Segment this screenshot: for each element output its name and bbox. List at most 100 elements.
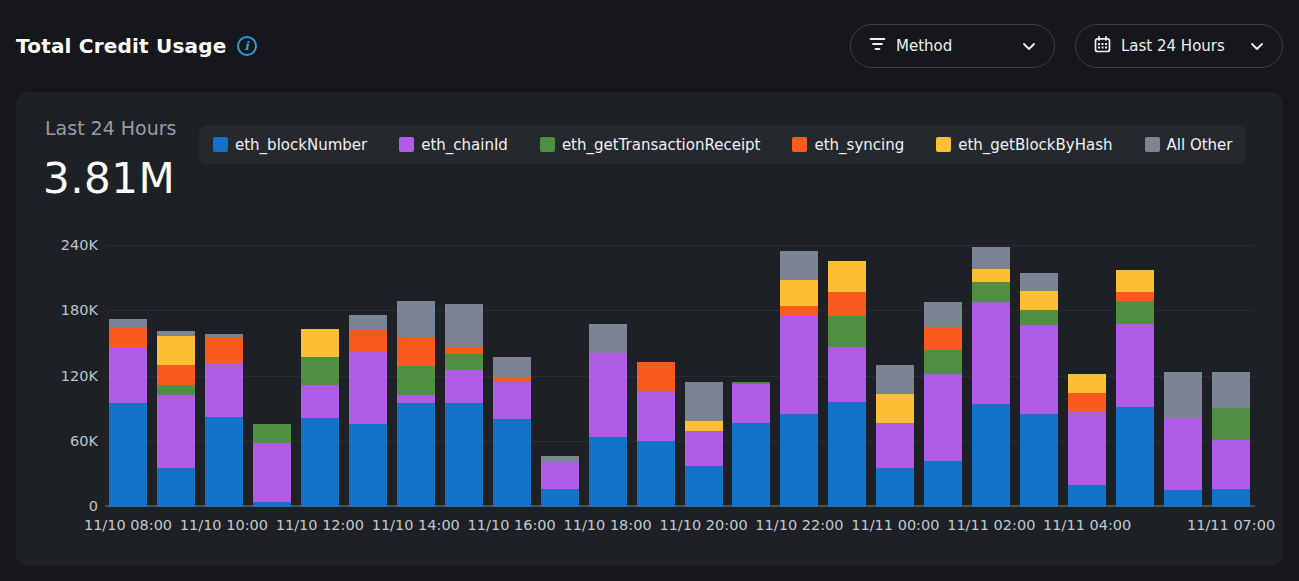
bar-segment-eth-blocknumber[interactable] [1020, 414, 1058, 508]
bar-11-11-01-00[interactable] [924, 302, 962, 507]
bar-segment-eth-syncing[interactable] [1116, 292, 1154, 301]
bar-segment-eth-gettransactionreceipt[interactable] [253, 424, 291, 443]
bar-segment-all-other[interactable] [445, 304, 483, 348]
bar-11-10-17-00[interactable] [541, 456, 579, 507]
bar-11-11-00-00[interactable] [876, 365, 914, 507]
bar-11-10-20-00[interactable] [685, 382, 723, 507]
bar-11-10-19-00[interactable] [637, 362, 675, 507]
legend-item-eth-blocknumber[interactable]: eth_blockNumber [213, 136, 367, 154]
bar-segment-eth-syncing[interactable] [1068, 393, 1106, 412]
bar-segment-eth-gettransactionreceipt[interactable] [157, 385, 195, 395]
time-range-button[interactable]: Last 24 Hours [1075, 24, 1283, 68]
bar-11-11-07-00[interactable] [1212, 372, 1250, 507]
legend-item-all-other[interactable]: All Other [1145, 136, 1233, 154]
bar-segment-eth-blocknumber[interactable] [1164, 490, 1202, 507]
bar-segment-eth-blocknumber[interactable] [109, 403, 147, 507]
bar-segment-eth-blocknumber[interactable] [1212, 489, 1250, 508]
bar-segment-all-other[interactable] [493, 357, 531, 378]
bar-segment-eth-chainid[interactable] [589, 353, 627, 438]
bar-segment-eth-chainid[interactable] [876, 423, 914, 468]
bar-segment-eth-gettransactionreceipt[interactable] [1020, 310, 1058, 325]
bar-segment-eth-blocknumber[interactable] [637, 441, 675, 507]
bar-segment-eth-gettransactionreceipt[interactable] [445, 354, 483, 370]
bar-segment-eth-blocknumber[interactable] [445, 403, 483, 507]
bar-segment-eth-chainid[interactable] [637, 391, 675, 441]
bar-segment-eth-chainid[interactable] [397, 395, 435, 403]
bar-segment-eth-chainid[interactable] [972, 302, 1010, 404]
bar-11-10-11-00[interactable] [253, 424, 291, 507]
bar-segment-eth-getblockbyhash[interactable] [876, 394, 914, 423]
bar-segment-eth-chainid[interactable] [1212, 440, 1250, 489]
bar-11-10-08-00[interactable] [109, 319, 147, 507]
bar-11-10-09-00[interactable] [157, 331, 195, 507]
bar-segment-eth-chainid[interactable] [205, 363, 243, 416]
bar-11-11-04-00[interactable] [1068, 374, 1106, 507]
bar-segment-eth-blocknumber[interactable] [685, 466, 723, 507]
bar-segment-all-other[interactable] [924, 302, 962, 327]
bar-segment-eth-chainid[interactable] [1116, 324, 1154, 407]
bar-segment-eth-getblockbyhash[interactable] [1020, 291, 1058, 311]
bar-segment-eth-blocknumber[interactable] [589, 437, 627, 507]
bar-segment-eth-getblockbyhash[interactable] [1116, 270, 1154, 292]
bar-segment-eth-getblockbyhash[interactable] [780, 280, 818, 306]
bar-segment-eth-chainid[interactable] [493, 382, 531, 419]
bar-segment-all-other[interactable] [1020, 273, 1058, 290]
bar-segment-eth-blocknumber[interactable] [972, 404, 1010, 507]
legend-item-eth-getblockbyhash[interactable]: eth_getBlockByHash [936, 136, 1112, 154]
bar-segment-eth-chainid[interactable] [924, 374, 962, 461]
bar-segment-eth-getblockbyhash[interactable] [301, 329, 339, 357]
bar-segment-eth-blocknumber[interactable] [541, 489, 579, 508]
bar-segment-eth-chainid[interactable] [685, 431, 723, 466]
bar-segment-eth-blocknumber[interactable] [397, 403, 435, 507]
bar-segment-eth-chainid[interactable] [541, 462, 579, 488]
bar-11-10-22-00[interactable] [780, 251, 818, 507]
legend-item-eth-syncing[interactable]: eth_syncing [792, 136, 904, 154]
bar-segment-eth-blocknumber[interactable] [1068, 485, 1106, 507]
bar-11-10-15-00[interactable] [445, 304, 483, 507]
bar-segment-eth-blocknumber[interactable] [493, 419, 531, 507]
bar-11-11-03-00[interactable] [1020, 273, 1058, 507]
bar-segment-eth-chainid[interactable] [157, 395, 195, 468]
bar-segment-all-other[interactable] [589, 324, 627, 352]
bar-segment-all-other[interactable] [780, 251, 818, 279]
bar-segment-eth-gettransactionreceipt[interactable] [1212, 408, 1250, 440]
bar-segment-all-other[interactable] [972, 247, 1010, 269]
bar-segment-eth-syncing[interactable] [109, 328, 147, 349]
bar-segment-eth-blocknumber[interactable] [349, 424, 387, 507]
bar-segment-eth-blocknumber[interactable] [732, 423, 770, 507]
bar-segment-eth-blocknumber[interactable] [780, 414, 818, 508]
bar-segment-eth-gettransactionreceipt[interactable] [972, 282, 1010, 302]
bar-segment-all-other[interactable] [109, 319, 147, 328]
bar-11-10-23-00[interactable] [828, 261, 866, 507]
bar-segment-eth-getblockbyhash[interactable] [685, 421, 723, 431]
bar-segment-eth-syncing[interactable] [637, 362, 675, 390]
bar-segment-eth-gettransactionreceipt[interactable] [924, 350, 962, 374]
bar-segment-eth-syncing[interactable] [157, 365, 195, 386]
bar-segment-eth-gettransactionreceipt[interactable] [1116, 301, 1154, 325]
bar-segment-eth-chainid[interactable] [1164, 418, 1202, 490]
bar-11-10-12-00[interactable] [301, 329, 339, 507]
bar-segment-eth-gettransactionreceipt[interactable] [301, 357, 339, 385]
bar-segment-eth-syncing[interactable] [828, 292, 866, 316]
bar-segment-all-other[interactable] [397, 301, 435, 337]
bar-segment-all-other[interactable] [876, 365, 914, 394]
legend-item-eth-gettransactionreceipt[interactable]: eth_getTransactionReceipt [540, 136, 761, 154]
bar-segment-eth-getblockbyhash[interactable] [972, 269, 1010, 282]
info-circle-icon[interactable]: i [237, 36, 257, 56]
bar-11-11-02-00[interactable] [972, 247, 1010, 507]
bar-segment-eth-getblockbyhash[interactable] [828, 261, 866, 291]
bar-segment-eth-blocknumber[interactable] [924, 461, 962, 507]
bar-segment-eth-syncing[interactable] [780, 306, 818, 316]
bar-segment-eth-chainid[interactable] [253, 443, 291, 502]
bar-11-10-21-00[interactable] [732, 382, 770, 507]
bar-segment-eth-getblockbyhash[interactable] [157, 336, 195, 364]
method-filter-button[interactable]: Method [850, 24, 1055, 68]
legend-item-eth-chainid[interactable]: eth_chainId [399, 136, 508, 154]
bar-segment-eth-blocknumber[interactable] [828, 402, 866, 508]
bar-segment-all-other[interactable] [1212, 372, 1250, 408]
bar-segment-eth-blocknumber[interactable] [1116, 407, 1154, 507]
bar-segment-eth-blocknumber[interactable] [301, 418, 339, 507]
bar-segment-eth-getblockbyhash[interactable] [1068, 374, 1106, 393]
bar-segment-eth-gettransactionreceipt[interactable] [828, 316, 866, 348]
bar-segment-eth-chainid[interactable] [109, 348, 147, 402]
